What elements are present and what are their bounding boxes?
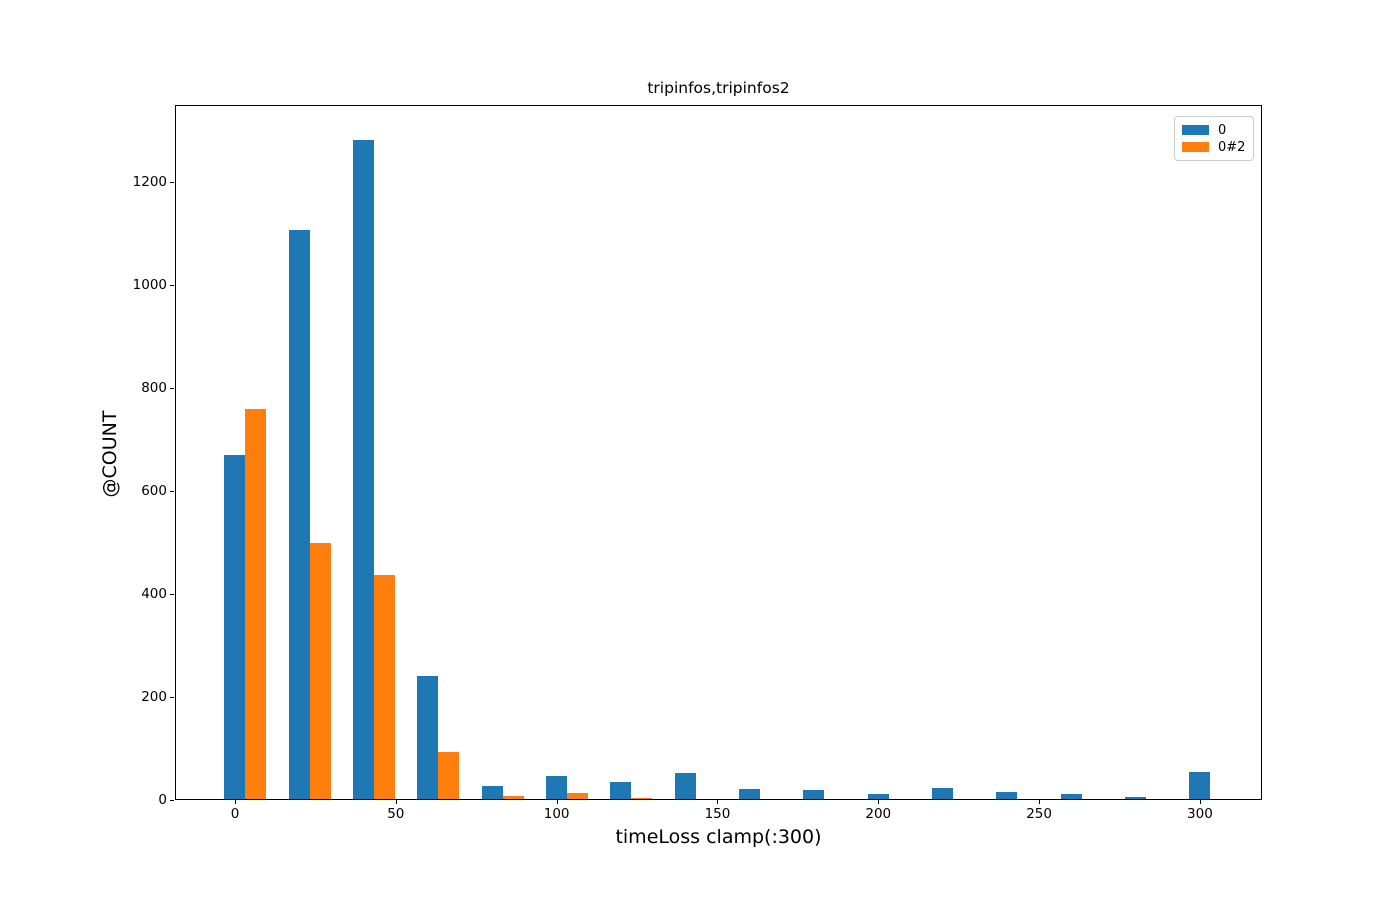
bar-series-0-bin-240 <box>996 792 1018 799</box>
bar-series-0-bin-200 <box>867 793 889 799</box>
legend-item-0#2: 0#2 <box>1182 139 1253 155</box>
x-tick-mark <box>395 800 397 804</box>
y-tick-label: 400 <box>141 586 167 603</box>
x-tick-label: 0 <box>230 806 240 822</box>
y-tick-mark <box>170 800 174 801</box>
bar-series-0-bin-180 <box>803 790 825 799</box>
legend-label: 0 <box>1218 122 1227 138</box>
x-tick-mark <box>717 800 719 804</box>
y-tick-mark <box>170 388 174 390</box>
y-tick-mark <box>170 182 174 184</box>
y-tick-label: 200 <box>141 689 167 706</box>
bar-series-0-bin-40 <box>353 140 375 799</box>
bar-series-0-bin-140 <box>674 773 696 799</box>
bar-series-0#2-bin-60 <box>438 751 460 799</box>
chart-title: tripinfos,tripinfos2 <box>647 79 790 97</box>
x-tick-mark <box>234 800 236 804</box>
y-tick-mark <box>170 491 174 493</box>
bar-series-0#2-bin-0 <box>245 409 267 799</box>
x-tick-mark <box>556 800 558 804</box>
y-tick-label: 1200 <box>132 174 167 191</box>
legend-swatch-icon <box>1182 125 1209 135</box>
bar-series-0-bin-160 <box>739 789 761 799</box>
x-tick-mark <box>878 800 880 804</box>
bar-series-0-bin-60 <box>417 676 439 799</box>
legend-label: 0#2 <box>1218 139 1246 155</box>
y-tick-mark <box>170 285 174 287</box>
bar-series-0#2-bin-20 <box>309 542 331 799</box>
x-tick-mark <box>1199 800 1201 804</box>
bar-series-0#2-bin-100 <box>567 793 589 799</box>
bar-series-0-bin-120 <box>610 781 632 799</box>
bar-series-0-bin-260 <box>1060 793 1082 799</box>
bar-series-0-bin-280 <box>1125 796 1147 799</box>
y-tick-label: 800 <box>141 380 167 397</box>
y-tick-label: 1000 <box>132 277 167 294</box>
y-axis-label: @COUNT <box>99 410 121 498</box>
x-tick-label: 50 <box>387 806 405 822</box>
x-tick-label: 250 <box>1026 806 1052 822</box>
x-tick-label: 300 <box>1187 806 1213 822</box>
bar-series-0-bin-300 <box>1189 771 1211 799</box>
bar-series-0-bin-80 <box>481 786 503 799</box>
x-tick-label: 150 <box>704 806 731 822</box>
plot-area <box>175 105 1262 800</box>
bar-series-0#2-bin-40 <box>374 574 396 799</box>
bar-series-0-bin-0 <box>224 455 246 799</box>
bar-series-0-bin-20 <box>288 230 310 799</box>
x-tick-mark <box>1039 800 1041 804</box>
legend: 0 0#2 <box>1174 116 1254 161</box>
y-tick-label: 600 <box>141 483 167 500</box>
bar-series-0#2-bin-80 <box>502 796 524 799</box>
x-axis-label: timeLoss clamp(:300) <box>615 826 822 848</box>
x-tick-label: 100 <box>543 806 570 822</box>
legend-swatch-icon <box>1182 142 1209 152</box>
y-tick-label: 0 <box>158 792 167 808</box>
y-tick-mark <box>170 697 174 699</box>
x-tick-label: 200 <box>865 806 892 822</box>
bar-series-0-bin-220 <box>932 788 954 799</box>
bar-series-0#2-bin-120 <box>631 797 653 799</box>
legend-item-0: 0 <box>1182 122 1253 138</box>
y-tick-mark <box>170 594 174 596</box>
bar-series-0-bin-100 <box>546 775 568 799</box>
